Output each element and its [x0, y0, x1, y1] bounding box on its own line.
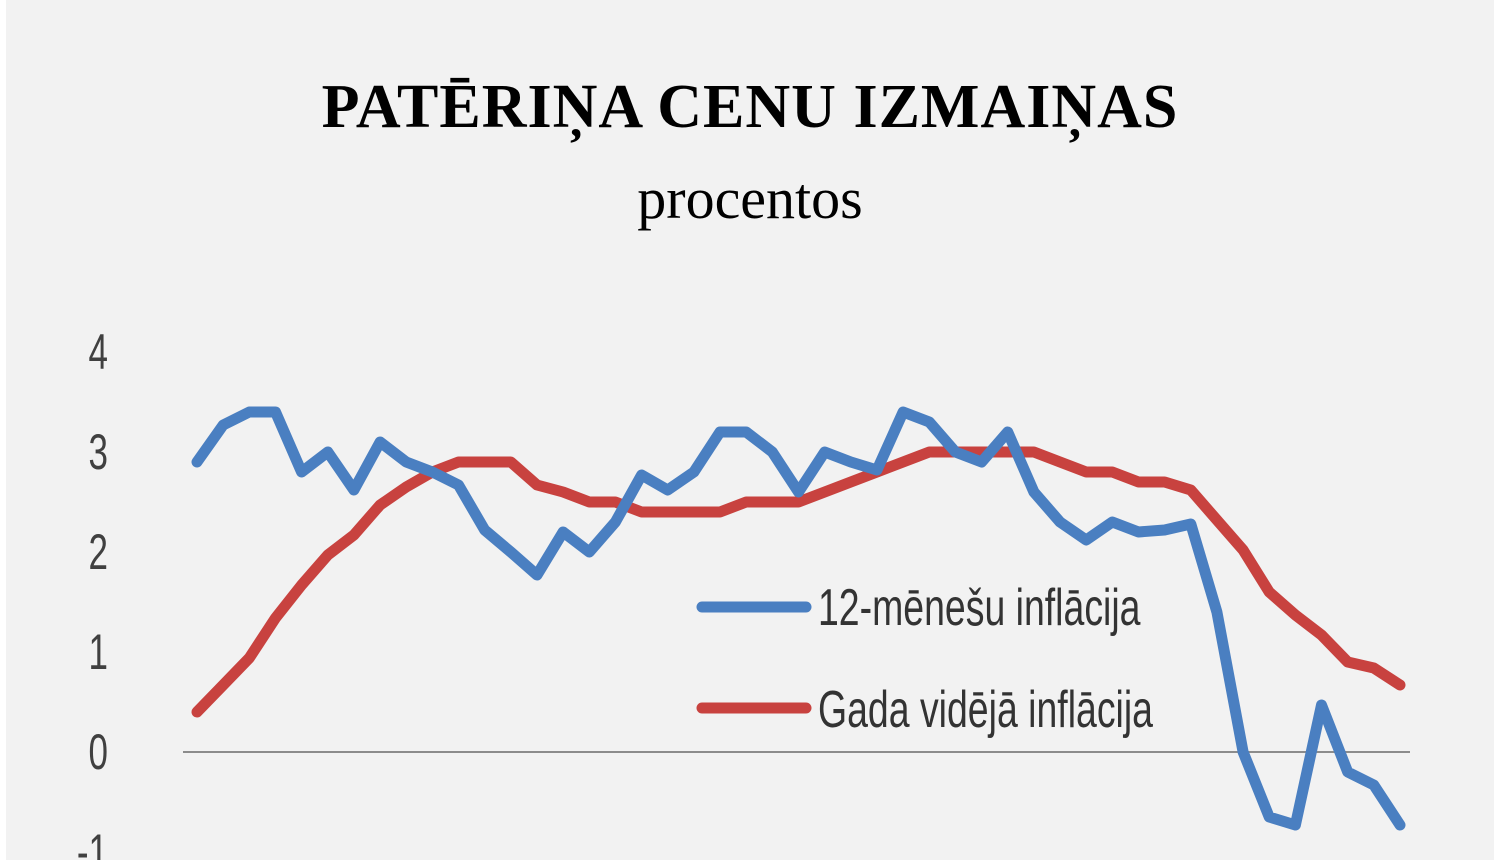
series-line-annual-average-inflation — [191, 446, 1406, 718]
chart-subtitle: procentos — [637, 166, 863, 231]
y-tick-label: 4 — [89, 325, 108, 381]
chart-title: PATĒRIŅA CENU IZMAIŅAS — [321, 73, 1179, 141]
y-tick-label: 3 — [89, 425, 108, 481]
y-tick-label: -1 — [77, 825, 108, 860]
y-tick-label: 0 — [89, 725, 108, 781]
legend-label-12-month: 12-mēnešu inflācija — [818, 578, 1141, 637]
legend-label-annual-average: Gada vidējā inflācija — [818, 680, 1154, 739]
series-line-12-month-inflation — [191, 406, 1406, 831]
y-tick-label: 1 — [89, 625, 108, 681]
y-tick-label: 2 — [89, 525, 108, 581]
